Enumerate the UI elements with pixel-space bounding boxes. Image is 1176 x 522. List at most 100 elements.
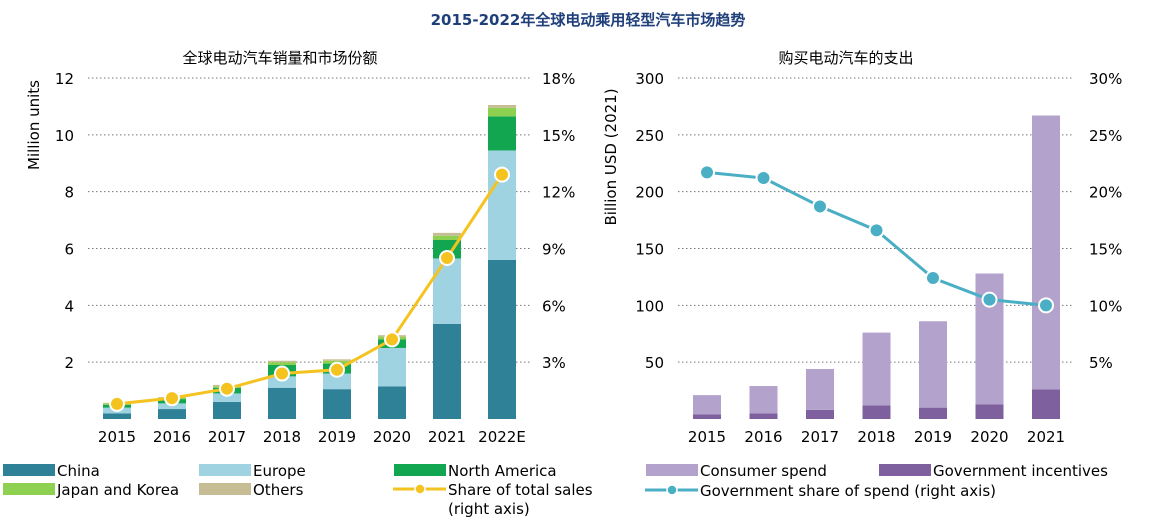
- ev-sales-chart: 全球电动汽车销量和市场份额 Million units 2 3% 4 6% 6 9% 8 12…: [3, 49, 593, 518]
- sales-bar-china: [433, 323, 461, 419]
- sales-bar-japan-korea: [433, 235, 461, 240]
- sales-legend-label-cont: (right axis): [448, 500, 530, 518]
- spend-y2-tick-label: 5%: [1089, 354, 1113, 372]
- spend-bar-government: [975, 404, 1004, 419]
- spend-legend-swatch: [646, 464, 698, 476]
- spend-y-tick-label: 150: [635, 241, 664, 259]
- spend-y2-tick-label: 25%: [1089, 127, 1122, 145]
- spend-y2-tick-label: 30%: [1089, 70, 1122, 88]
- spend-bar-consumer: [1032, 115, 1060, 390]
- sales-legend-swatch: [199, 464, 251, 476]
- sales-bar-north-america: [433, 239, 461, 259]
- spend-bar-government: [806, 409, 834, 419]
- sales-share-point: [109, 395, 125, 412]
- spend-x-tick-label: 2021: [1027, 428, 1065, 446]
- sales-y-tick-label: 6: [64, 241, 74, 259]
- sales-legend-swatch: [394, 464, 446, 476]
- spend-y-tick-label: 300: [635, 70, 664, 88]
- sales-share-line: [116, 173, 504, 406]
- sales-bar-north-america: [488, 116, 516, 151]
- spend-bar-government: [1032, 389, 1060, 419]
- spend-y2-tick-label: 10%: [1089, 297, 1122, 315]
- spend-bar-consumer: [749, 386, 778, 414]
- sales-bar-china: [488, 259, 516, 419]
- spend-y2-tick-label: 15%: [1089, 241, 1122, 259]
- sales-bar-china: [323, 389, 351, 419]
- sales-y-tick-label: 10: [55, 127, 74, 145]
- sales-share-point: [274, 365, 290, 382]
- spend-share-point: [925, 270, 941, 287]
- sales-y2-tick-label: 18%: [542, 70, 575, 88]
- sales-x-tick-label: 2016: [153, 428, 191, 446]
- spend-x-tick-label: 2019: [914, 428, 952, 446]
- sales-y2-tick-label: 9%: [542, 241, 566, 259]
- spend-x-tick-label: 2020: [970, 428, 1008, 446]
- spend-bar-government: [749, 413, 778, 419]
- spend-x-tick-label: 2018: [857, 428, 895, 446]
- spend-share-point: [812, 198, 828, 215]
- spend-legend-label: Government incentives: [933, 462, 1108, 480]
- sales-y-tick-label: 8: [64, 184, 74, 202]
- sales-bar-others: [488, 104, 516, 108]
- sales-legend-marker: [414, 483, 426, 495]
- ev-spend-y-axis-label: Billion USD (2021): [602, 88, 620, 225]
- spend-legend-label: Government share of spend (right axis): [700, 482, 996, 500]
- sales-legend-swatch: [3, 483, 55, 495]
- sales-x-tick-label: 2017: [208, 428, 246, 446]
- spend-bar-government: [919, 407, 947, 419]
- ev-sales-y-axis-label: Million units: [25, 80, 43, 170]
- spend-bar-government: [862, 405, 891, 419]
- sales-bar-europe: [268, 376, 296, 388]
- ev-sales-chart-title: 全球电动汽车销量和市场份额: [182, 49, 377, 67]
- sales-x-tick-label: 2015: [98, 428, 136, 446]
- spend-legend-marker: [666, 484, 678, 496]
- spend-bar-consumer: [693, 395, 721, 415]
- spend-x-tick-label: 2015: [688, 428, 726, 446]
- sales-bar-europe: [323, 373, 351, 390]
- sales-y2-tick-label: 3%: [542, 354, 566, 372]
- sales-y-tick-label: 2: [64, 354, 74, 372]
- sales-legend-label: Europe: [253, 462, 306, 480]
- sales-share-point: [219, 380, 235, 397]
- sales-x-tick-label: 2019: [318, 428, 356, 446]
- sales-legend-label: Others: [253, 481, 304, 499]
- sales-legend-label: China: [57, 462, 100, 480]
- sales-legend-swatch: [199, 483, 251, 495]
- spend-bar-consumer: [806, 368, 834, 410]
- sales-bar-china: [103, 413, 131, 419]
- sales-bar-others: [268, 360, 296, 363]
- ev-spend-chart-title: 购买电动汽车的支出: [778, 49, 913, 67]
- spend-share-point: [1038, 297, 1054, 314]
- sales-y2-tick-label: 15%: [542, 127, 575, 145]
- sales-bar-china: [268, 387, 296, 419]
- sales-legend-label: Share of total sales: [448, 481, 593, 499]
- spend-y-tick-label: 200: [635, 184, 664, 202]
- sales-y2-tick-label: 12%: [542, 184, 575, 202]
- spend-legend-label: Consumer spend: [700, 462, 827, 480]
- sales-bar-europe: [378, 347, 406, 387]
- spend-x-tick-label: 2016: [744, 428, 782, 446]
- sales-bar-japan-korea: [488, 107, 516, 117]
- sales-y2-tick-label: 6%: [542, 297, 566, 315]
- sales-bar-china: [213, 401, 241, 419]
- sales-bar-others: [323, 359, 351, 361]
- figure-title: 2015-2022年全球电动乘用轻型汽车市场趋势: [431, 11, 746, 29]
- sales-y-tick-label: 4: [64, 297, 74, 315]
- spend-share-point: [755, 170, 772, 187]
- spend-y2-tick-label: 20%: [1089, 184, 1122, 202]
- sales-x-tick-label: 2020: [373, 428, 411, 446]
- spend-y-tick-label: 250: [635, 127, 664, 145]
- sales-share-point: [494, 166, 510, 183]
- sales-bar-china: [158, 409, 186, 419]
- sales-y-tick-label: 12: [55, 70, 74, 88]
- sales-bar-japan-korea: [268, 362, 296, 366]
- spend-share-point: [981, 291, 998, 308]
- sales-bar-europe: [213, 393, 241, 402]
- sales-legend-label: Japan and Korea: [56, 481, 179, 499]
- spend-share-point: [868, 222, 885, 239]
- sales-share-point: [384, 331, 400, 348]
- ev-spend-chart: 购买电动汽车的支出 Billion USD (2021) 50 5% 100 10% 1…: [602, 49, 1122, 500]
- sales-x-tick-label: 2018: [263, 428, 301, 446]
- sales-x-tick-label: 2021: [428, 428, 466, 446]
